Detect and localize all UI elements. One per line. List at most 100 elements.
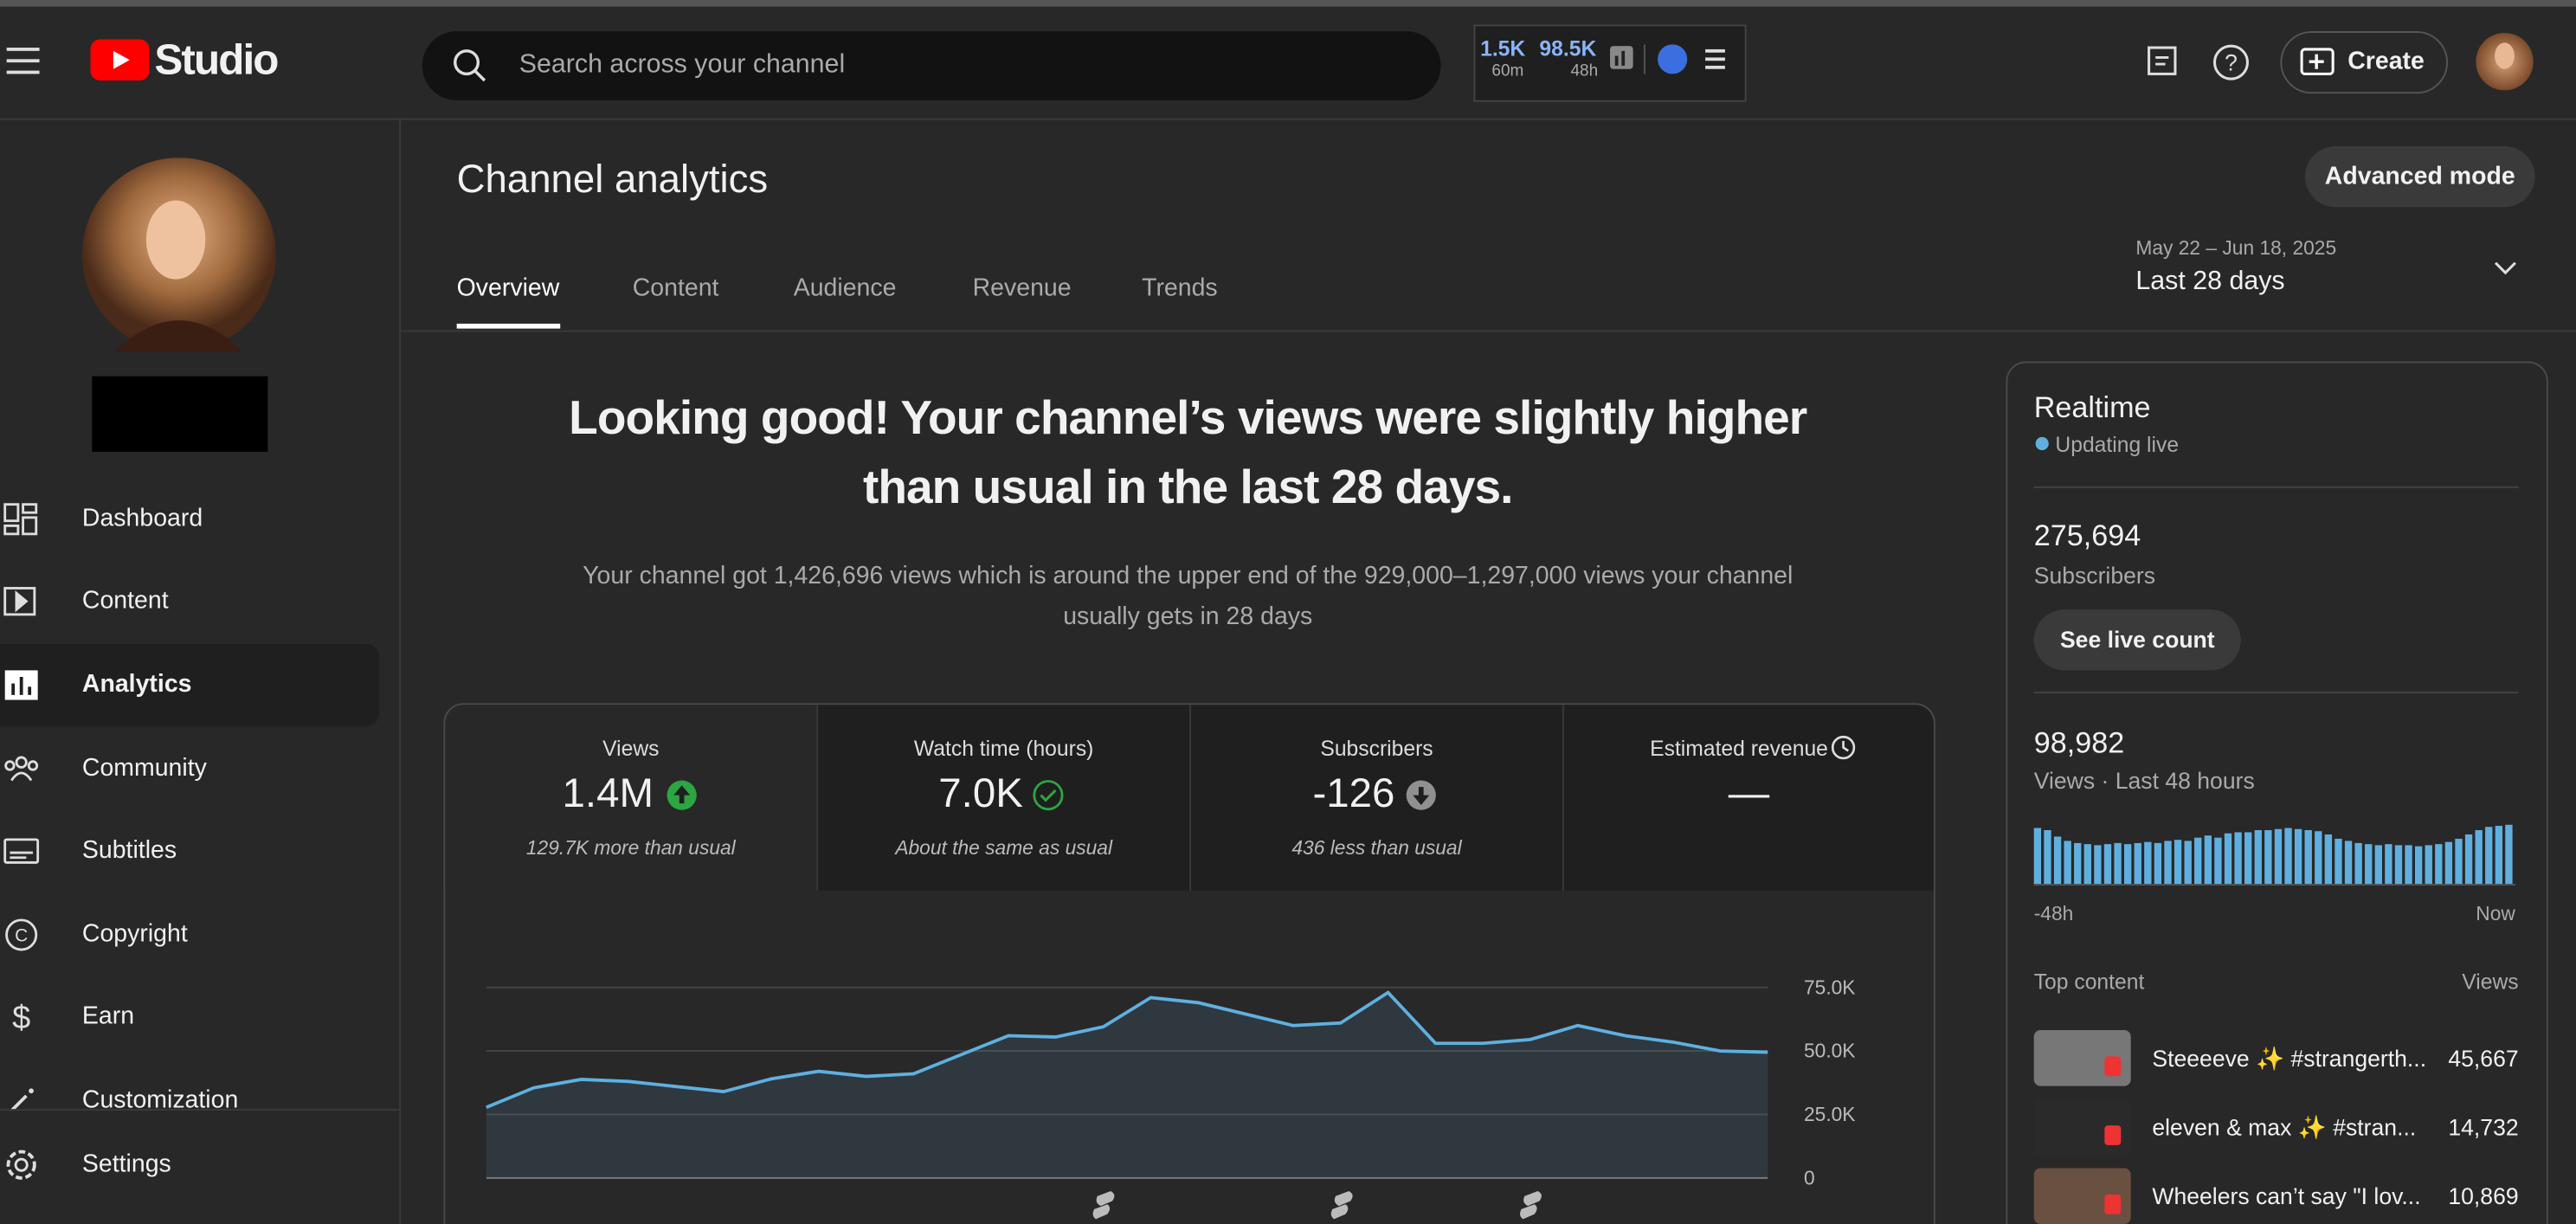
- shorts-badge: [2104, 1125, 2122, 1145]
- bar: [2344, 841, 2353, 885]
- date-range[interactable]: May 22 – Jun 18, 2025: [2135, 236, 2337, 260]
- tab-underline: [456, 323, 561, 329]
- metric-card[interactable]: Estimated revenue —: [1563, 705, 1934, 891]
- metric-note: 436 less than usual: [1291, 836, 1462, 860]
- nav-item[interactable]: Dashboard: [81, 504, 203, 532]
- top-content-views: 10,869: [2448, 1182, 2519, 1209]
- subscriber-count: 275,694: [2033, 519, 2141, 552]
- bar: [2374, 845, 2382, 885]
- bar: [2114, 842, 2122, 885]
- bar: [2154, 842, 2162, 885]
- revenue-clock-icon: [1831, 735, 1856, 760]
- nav-item[interactable]: Content: [81, 586, 169, 615]
- tab[interactable]: Audience: [793, 274, 897, 303]
- header-border: [0, 118, 2576, 120]
- bar: [2244, 832, 2252, 885]
- top-content-views: 14,732: [2448, 1113, 2519, 1141]
- tab[interactable]: Overview: [456, 274, 560, 303]
- bar: [2214, 837, 2222, 885]
- nav-item[interactable]: Earn: [81, 1002, 135, 1031]
- logo-text[interactable]: Studio: [154, 34, 279, 84]
- nav-settings[interactable]: Settings: [81, 1150, 171, 1178]
- bar: [2495, 826, 2503, 885]
- tab[interactable]: Revenue: [972, 274, 1072, 303]
- bar: [2204, 835, 2212, 885]
- realtime-title: Realtime: [2033, 390, 2151, 424]
- metric-note: About the same as usual: [895, 836, 1113, 860]
- realtime-status: Updating live: [2055, 432, 2180, 457]
- create-button[interactable]: [2280, 31, 2449, 94]
- views-up-icon: [667, 780, 697, 810]
- channel-avatar[interactable]: [81, 158, 280, 355]
- metric-card[interactable]: Watch time (hours) 7.0K About the same as …: [818, 705, 1192, 891]
- bar: [2414, 846, 2423, 885]
- bar: [2044, 830, 2051, 885]
- metric-lbl: Estimated revenue: [1650, 736, 1828, 761]
- nav-item[interactable]: Subtitles: [81, 836, 177, 865]
- y-tick-label: 75.0K: [1804, 976, 1856, 998]
- account-avatar[interactable]: [2476, 32, 2534, 91]
- bar: [2405, 845, 2412, 885]
- bar: [2144, 841, 2152, 885]
- metric-card[interactable]: Subscribers -126 436 less than usual: [1191, 705, 1564, 891]
- x-end-label: Now: [2476, 902, 2515, 924]
- bar: [2324, 834, 2333, 885]
- create-label[interactable]: Create: [2347, 48, 2425, 76]
- stat-value: 1.5K: [1480, 35, 1526, 61]
- search-placeholder[interactable]: Search across your channel: [518, 50, 846, 80]
- live-count-button[interactable]: [2033, 609, 2241, 671]
- metric-note: 129.7K more than usual: [525, 836, 736, 860]
- bar: [2123, 844, 2132, 885]
- summary-headline: Looking good! Your channel’s views were …: [569, 392, 1807, 515]
- y-tick-label: 0: [1804, 1166, 1815, 1189]
- y-tick-label: 50.0K: [1804, 1040, 1856, 1062]
- nav-item[interactable]: Copyright: [81, 919, 188, 949]
- stat-period: 48h: [1570, 62, 1599, 81]
- page-title: Channel analytics: [456, 158, 769, 203]
- top-content-title[interactable]: Wheelers can’t say "I lov...: [2152, 1182, 2421, 1209]
- stat-value: 98.5K: [1539, 35, 1597, 61]
- advanced-label[interactable]: Advanced mode: [2324, 162, 2515, 191]
- sidebar-border: [399, 119, 402, 1224]
- top-content-title[interactable]: eleven & max ✨ #stran...: [2152, 1113, 2417, 1141]
- bar: [2455, 838, 2463, 885]
- live-count-label[interactable]: See live count: [2059, 626, 2215, 653]
- bar: [2274, 828, 2283, 885]
- tabs-border: [401, 330, 2576, 332]
- svg-text:?: ?: [2225, 50, 2238, 76]
- date-dropdown-icon[interactable]: [2492, 258, 2518, 278]
- tab[interactable]: Trends: [1142, 274, 1218, 303]
- bar: [2304, 830, 2312, 885]
- metric-val: -126: [1312, 770, 1395, 817]
- header-icons[interactable]: ?: [2146, 44, 2261, 84]
- metric-card[interactable]: Views 1.4M 129.7K more than usual: [445, 705, 819, 891]
- nav-item[interactable]: Community: [81, 754, 207, 783]
- logo-icon[interactable]: [90, 39, 150, 81]
- stats-icons: [1610, 44, 1725, 74]
- divider: [2033, 692, 2519, 693]
- top-content-views: 45,667: [2448, 1045, 2519, 1072]
- bar: [2294, 828, 2302, 885]
- nav-item[interactable]: Analytics: [81, 670, 192, 699]
- bar: [2224, 833, 2232, 885]
- bar: [2164, 841, 2172, 885]
- watch-same-icon: [1033, 780, 1064, 811]
- shorts-badge: [2104, 1194, 2122, 1214]
- date-period[interactable]: Last 28 days: [2135, 267, 2285, 296]
- search-box[interactable]: [422, 31, 1441, 100]
- bar: [2284, 828, 2292, 885]
- advanced-button[interactable]: [2304, 145, 2535, 208]
- tab[interactable]: Content: [632, 274, 719, 303]
- menu-icon[interactable]: [6, 46, 43, 75]
- bar: [2134, 842, 2141, 885]
- metric-lbl: Views: [602, 736, 660, 761]
- search-icon: [454, 49, 486, 82]
- bar: [2315, 831, 2322, 885]
- metric-val: 7.0K: [938, 770, 1023, 817]
- nav-highlight: [0, 644, 380, 726]
- top-content-title[interactable]: Steeeeve ✨ #strangerth...: [2152, 1045, 2427, 1072]
- bar: [2444, 841, 2453, 885]
- bar: [2485, 827, 2493, 885]
